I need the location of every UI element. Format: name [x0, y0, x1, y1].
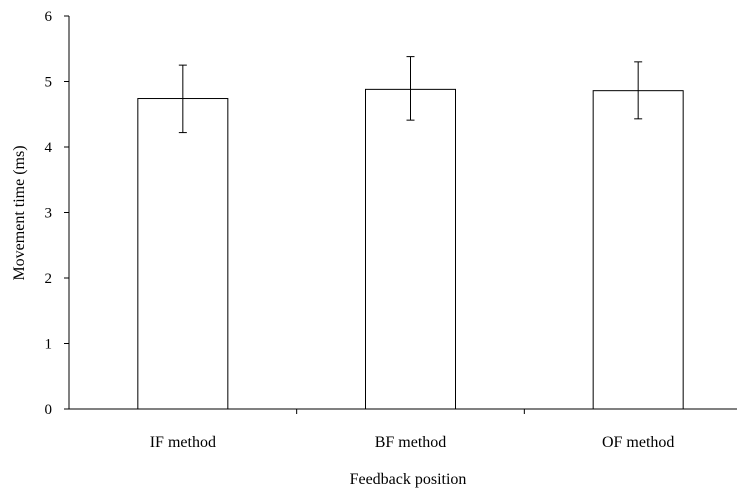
bar	[365, 88, 456, 410]
y-tick-label: 1	[45, 337, 53, 353]
y-axis-title: Movement time (ms)	[11, 145, 28, 280]
y-tick-label: 2	[45, 271, 53, 287]
y-tick-label: 0	[45, 402, 53, 418]
bar	[137, 98, 229, 410]
error-bars	[178, 56, 643, 134]
x-category-label: OF method	[602, 434, 674, 451]
bar	[592, 90, 684, 410]
x-category-labels: IF method BF method OF method	[150, 434, 675, 451]
y-tick-label: 5	[45, 75, 53, 91]
y-ticks: 0 1 2 3 4 5 6	[45, 9, 69, 418]
x-axis-title: Feedback position	[350, 471, 467, 488]
y-tick-label: 6	[45, 9, 53, 25]
x-category-label: IF method	[150, 434, 216, 451]
bars	[137, 88, 684, 410]
y-tick-label: 3	[45, 206, 53, 222]
y-tick-label: 4	[45, 140, 53, 156]
x-category-label: BF method	[375, 434, 447, 451]
